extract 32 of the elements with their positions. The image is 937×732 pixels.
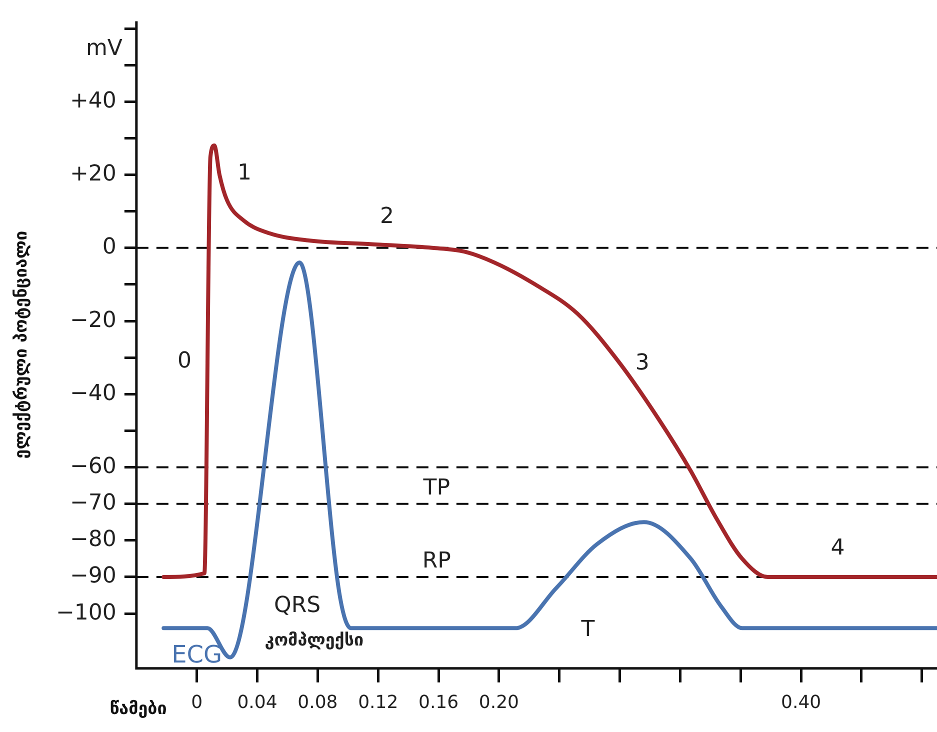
y-tick-label: −60 xyxy=(70,454,116,480)
y-tick-label: −40 xyxy=(70,380,116,406)
x-axis-title: წამები xyxy=(110,698,167,719)
y-tick-label: −80 xyxy=(70,527,116,552)
annotation: 3 xyxy=(635,350,650,376)
ref-line-label: TP xyxy=(422,476,450,501)
x-tick-label: 0.08 xyxy=(298,692,338,713)
annotation: 2 xyxy=(380,204,394,230)
x-tick-label: 0.12 xyxy=(358,692,398,713)
annotation: 4 xyxy=(830,535,845,560)
x-tick-label: 0.40 xyxy=(781,692,822,713)
y-tick-label: 0 xyxy=(102,234,116,260)
y-tick-label: −20 xyxy=(70,308,116,333)
annotation: 0 xyxy=(177,348,192,374)
x-tick-label: 0.16 xyxy=(418,692,459,713)
series-label: ECG xyxy=(172,640,222,668)
ref-line-label: RP xyxy=(422,548,451,574)
annotation: 1 xyxy=(238,160,252,186)
y-tick-label: −70 xyxy=(70,490,116,516)
annotation: QRS xyxy=(274,592,321,618)
annotation: კომპლექსი xyxy=(264,630,364,651)
y-axis-title: ელექტრული პოტენციალი xyxy=(11,230,32,459)
text: mV xyxy=(86,36,122,61)
line-series xyxy=(162,144,937,579)
annotation: T xyxy=(580,616,596,642)
x-tick-label: 0.04 xyxy=(237,692,278,713)
y-tick-label: −90 xyxy=(70,564,116,589)
y-tick-label: +40 xyxy=(70,88,116,114)
x-tick-label: 0 xyxy=(191,692,203,713)
y-tick-label: +20 xyxy=(70,161,116,186)
y-tick-label: −100 xyxy=(56,600,116,626)
x-tick-label: 0.20 xyxy=(478,692,519,713)
